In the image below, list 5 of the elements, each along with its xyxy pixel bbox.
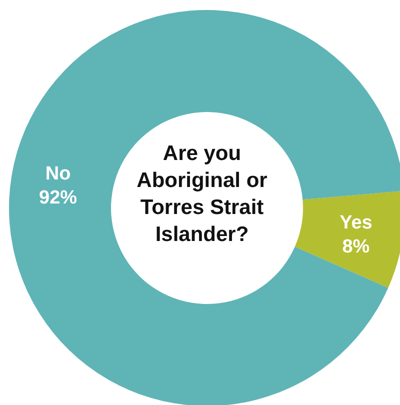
slice-label: Yes xyxy=(340,212,372,234)
data-label: 92% xyxy=(39,187,78,208)
data-label: 8% xyxy=(342,236,370,258)
slice-label: No xyxy=(45,163,71,184)
text: Are you Aboriginal or Torres Strait Islander? xyxy=(136,141,268,248)
